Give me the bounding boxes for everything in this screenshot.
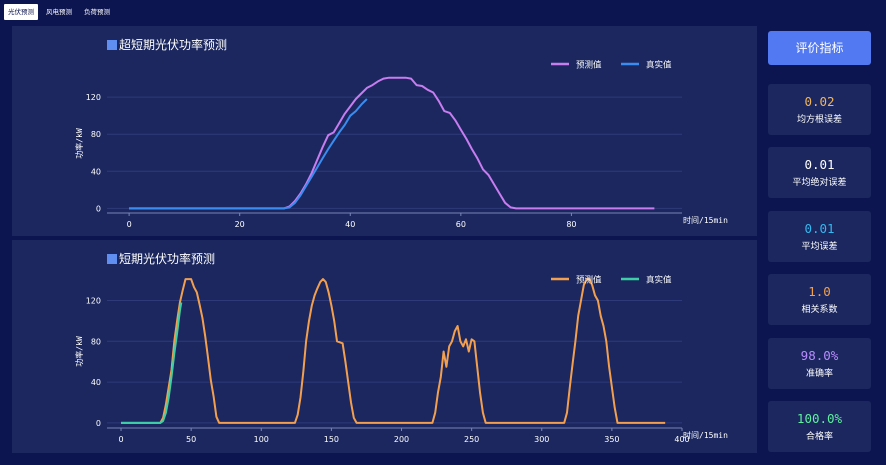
x-tick-label: 200 [394,435,409,444]
ultra-short-forecast-panel: 超短期光伏功率预测 0 40 80 120 0 20 40 60 80 时间/15min 功率/kW… [12,26,757,236]
y-axis-unit: 功率/kW [74,128,84,159]
tab-wind-forecast[interactable]: 风电预测 [46,8,72,16]
metric-card-pass-rate: 100.0% 合格率 [768,401,871,452]
short-forecast-title: 短期光伏功率预测 [119,252,216,266]
ultra-short-forecast-chart: 0 40 80 120 0 20 40 60 80 时间/15min 功率/kW 预测值 真实值 [74,60,728,230]
metric-card-rmse: 0.02 均方根误差 [768,84,871,135]
series-line [121,278,666,424]
y-tick-label: 120 [86,93,101,102]
y-tick-label: 0 [96,419,101,428]
y-tick-label: 40 [91,167,101,176]
legend-label: 真实值 [646,275,672,286]
x-tick-label: 150 [324,435,339,444]
ultra-short-forecast-title: 超短期光伏功率预测 [119,38,228,52]
evaluation-metrics-button[interactable]: 评价指标 [768,31,871,65]
y-tick-label: 80 [91,337,101,346]
x-tick-label: 350 [604,435,619,444]
legend-label: 预测值 [576,60,602,71]
x-tick-label: 250 [464,435,479,444]
title-square-icon [107,253,117,264]
y-axis-unit: 功率/kW [74,336,84,367]
metric-value: 0.01 [804,157,835,172]
x-tick-label: 50 [186,435,196,444]
x-tick-label: 60 [456,220,466,229]
x-tick-label: 40 [345,220,355,229]
metric-value: 1.0 [808,284,831,299]
metric-card-me: 0.01 平均误差 [768,211,871,262]
y-tick-label: 80 [91,130,101,139]
x-tick-label: 20 [235,220,245,229]
series-line [121,302,183,424]
title-square-icon [107,39,117,50]
y-tick-label: 40 [91,378,101,387]
short-forecast-chart: 0 40 80 120 0 50 100 150 200 250 300 350 400时间/15min… [74,275,728,445]
y-tick-label: 0 [96,204,101,213]
metric-label: 准确率 [805,369,833,379]
metric-label: 均方根误差 [796,115,842,125]
metric-card-correlation: 1.0 相关系数 [768,274,871,325]
metric-card-mae: 0.01 平均绝对误差 [768,147,871,198]
x-tick-label: 100 [254,435,269,444]
metric-value: 100.0% [796,411,843,426]
x-tick-label: 0 [118,435,123,444]
metric-card-accuracy: 98.0% 准确率 [768,338,871,389]
x-axis-unit: 时间/15min [683,215,728,225]
metric-label: 平均绝对误差 [792,178,847,188]
legend-label: 预测值 [576,275,602,286]
metric-label: 合格率 [805,432,833,442]
x-tick-label: 300 [534,435,549,444]
legend-label: 真实值 [646,60,672,71]
metric-label: 平均误差 [801,242,838,252]
metric-value: 0.01 [804,221,835,236]
panel-title: 超短期光伏功率预测 [107,36,227,53]
series-line [129,98,368,210]
metric-value: 0.02 [804,94,835,109]
x-tick-label: 80 [566,220,576,229]
panel-title: 短期光伏功率预测 [107,250,215,267]
y-tick-label: 120 [86,297,101,306]
tab-bar: 光伏预测 风电预测 负荷预测 [4,4,114,20]
metric-label: 相关系数 [801,305,838,315]
tab-load-forecast[interactable]: 负荷预测 [84,8,110,16]
x-tick-label: 400 [674,435,689,444]
metric-value: 98.0% [800,348,839,363]
series-line [129,76,655,210]
x-axis-unit: 时间/15min [683,430,728,440]
short-forecast-panel: 短期光伏功率预测 0 40 80 120 0 50 100 150 200 250 300 350 40… [12,240,757,453]
x-tick-label: 0 [127,220,132,229]
tab-pv-forecast[interactable]: 光伏预测 [4,4,38,20]
